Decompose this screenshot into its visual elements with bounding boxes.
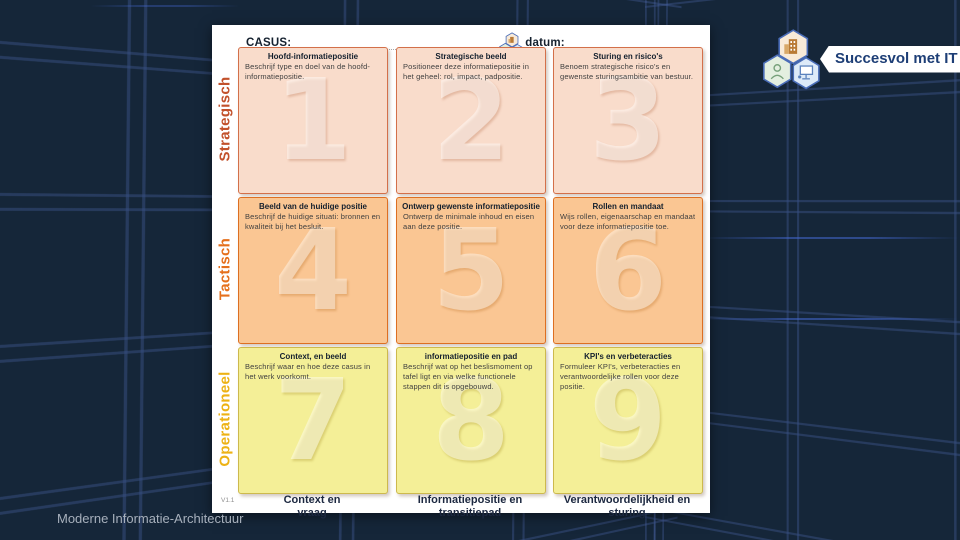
canvas-box-9: 9 KPI's en verbeteracties Formuleer KPI'…: [553, 347, 703, 494]
box-watermark-number: 5: [432, 205, 510, 336]
box-description: Beschrijf type en doel van de hoofd-info…: [245, 62, 371, 81]
slide-footer-text: Moderne Informatie-Architectuur: [57, 511, 244, 526]
presentation-screen-icon: [798, 65, 814, 80]
column-footer-line: vraag: [297, 506, 327, 519]
casus-fill-line: [299, 48, 491, 50]
box-title: informatiepositie en pad: [424, 352, 518, 361]
box-description: Formuleer KPI's, verbeteracties en veran…: [560, 362, 681, 391]
row-label-text: Tactisch: [216, 237, 234, 301]
canvas-box-3: 3 Sturing en risico's Benoem strategisch…: [553, 47, 703, 194]
row-label-text: Operationeel: [216, 371, 234, 467]
column-footer-informatiepositie: Informatiepositie en transitiepad: [396, 494, 544, 519]
box-description: Benoem strategische risico's en gewenste…: [560, 62, 694, 81]
box-watermark-number: 4: [274, 205, 352, 336]
column-footer-line: sturing: [608, 506, 646, 519]
box-description: Beschrijf waar en hoe deze casus in het …: [245, 362, 371, 381]
box-description: Wijs rollen, eigenaarschap en mandaat vo…: [560, 212, 696, 231]
canvas-sheet: CASUS: datum: Strategisch: [212, 25, 710, 519]
brand-logo: Succesvol met IT: [760, 26, 960, 92]
column-footer-line: transitiepad: [438, 506, 502, 519]
box-title: Rollen en mandaat: [592, 202, 664, 211]
canvas-box-2: 2 Strategische beeld Positioneer deze in…: [396, 47, 546, 194]
box-title: Strategische beeld: [435, 52, 507, 61]
version-label: V1.1: [221, 497, 235, 504]
box-watermark-number: 6: [589, 205, 667, 336]
box-title: Beeld van de huidige positie: [258, 202, 368, 211]
box-title: Ontwerp gewenste informatiepositie: [402, 202, 540, 211]
casus-label: CASUS:: [246, 37, 292, 49]
column-footer-line: Context en: [283, 494, 341, 506]
canvas-box-6: 6 Rollen en mandaat Wijs rollen, eigenaa…: [553, 197, 703, 344]
person-icon: [770, 64, 784, 80]
box-watermark-number: 3: [589, 55, 667, 186]
box-description: Positioneer deze informatiepositie in he…: [403, 62, 530, 81]
box-watermark-number: 9: [589, 355, 667, 486]
box-description: Beschrijf de huidige situati: bronnen en…: [245, 212, 381, 231]
column-footer-line: Informatiepositie en: [417, 494, 523, 506]
box-title: Sturing en risico's: [593, 52, 663, 61]
canvas-box-8: 8 informatiepositie en pad Beschrijf wat…: [396, 347, 546, 494]
brand-text: Succesvol met IT: [835, 49, 958, 67]
column-footer-context: Context en vraag: [238, 494, 386, 519]
accent-line: [700, 318, 960, 320]
column-footer-line: Verantwoordelijkheid en: [563, 494, 691, 506]
box-watermark-number: 1: [274, 55, 352, 186]
box-description: Ontwerp de minimale inhoud en eisen aan …: [403, 212, 535, 231]
canvas-box-5: 5 Ontwerp gewenste informatiepositie Ont…: [396, 197, 546, 344]
column-footer-verantwoordelijkheid: Verantwoordelijkheid en sturing: [553, 494, 701, 519]
brand-banner: Succesvol met IT: [820, 46, 960, 73]
accent-line: [90, 5, 240, 7]
accent-line: [700, 237, 960, 239]
building-icon: [784, 39, 798, 54]
box-title: Context, en beeld: [279, 352, 347, 361]
datum-label: datum:: [525, 37, 565, 49]
box-watermark-number: 7: [274, 355, 352, 486]
box-description: Beschrijf wat op het beslismoment op taf…: [403, 362, 533, 391]
box-title: KPI's en verbeteracties: [584, 352, 672, 361]
canvas-box-1: 1 Hoofd-informatiepositie Beschrijf type…: [238, 47, 388, 194]
box-watermark-number: 8: [432, 355, 510, 486]
row-label-text: Strategisch: [216, 76, 234, 162]
box-title: Hoofd-informatiepositie: [267, 52, 359, 61]
canvas-box-4: 4 Beeld van de huidige positie Beschrijf…: [238, 197, 388, 344]
hexagon-cluster-icon: [763, 29, 820, 90]
canvas-box-7: 7 Context, en beeld Beschrijf waar en ho…: [238, 347, 388, 494]
box-watermark-number: 2: [432, 55, 510, 186]
